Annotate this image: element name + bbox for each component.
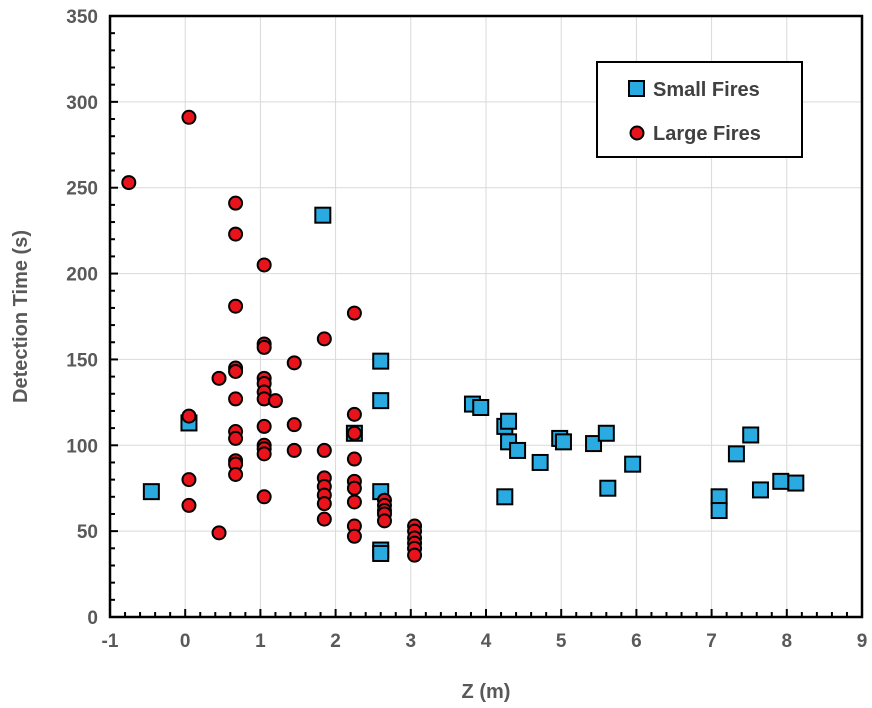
small-fire-point	[142, 483, 160, 501]
x-axis-title: Z (m)	[462, 681, 511, 703]
large-fire-point	[256, 257, 272, 273]
x-tick-label: 0	[180, 631, 191, 652]
x-tick-label: 7	[706, 631, 717, 652]
y-tick-label: 150	[66, 350, 98, 371]
large-fire-point	[256, 489, 272, 505]
large-fire-point	[181, 109, 197, 125]
large-fire-point	[228, 298, 244, 314]
large-fire-point	[211, 525, 227, 541]
large-fire-point	[376, 513, 392, 529]
y-axis-tick-labels: 0 50 100 150 200 250 300 350	[66, 7, 98, 629]
large-fire-point	[256, 446, 272, 462]
large-fire-point	[346, 494, 362, 510]
small-fire-point	[554, 433, 572, 451]
legend: Small Fires Large Fires	[596, 61, 803, 158]
legend-small-fires-label: Small Fires	[653, 79, 760, 101]
x-tick-label: -1	[102, 631, 119, 652]
y-tick-label: 250	[66, 179, 98, 200]
small-fire-point	[751, 481, 769, 499]
small-fire-point	[727, 445, 745, 463]
small-fire-point	[742, 426, 760, 444]
large-fire-point	[316, 511, 332, 527]
large-fire-point	[346, 406, 362, 422]
x-tick-label: 6	[631, 631, 642, 652]
small-fire-point	[597, 424, 615, 442]
large-fire-point	[181, 497, 197, 513]
y-tick-label: 100	[66, 436, 98, 457]
large-fire-point	[181, 408, 197, 424]
y-tick-label: 350	[66, 7, 98, 28]
large-fire-point	[228, 391, 244, 407]
large-fire-point	[211, 370, 227, 386]
x-tick-label: 9	[857, 631, 868, 652]
large-fire-point	[228, 363, 244, 379]
small-fire-point	[372, 392, 390, 410]
x-tick-label: 5	[556, 631, 567, 652]
large-fire-point	[346, 425, 362, 441]
small-fire-point	[585, 435, 603, 453]
large-fire-point	[256, 339, 272, 355]
large-fire-point	[256, 418, 272, 434]
legend-small-fires-marker	[628, 80, 645, 97]
large-fire-point	[121, 175, 137, 191]
large-fire-point	[228, 466, 244, 482]
x-tick-label: 2	[330, 631, 341, 652]
x-tick-label: 4	[481, 631, 492, 652]
small-fire-point	[624, 455, 642, 473]
large-fire-point	[228, 226, 244, 242]
legend-large-fires-marker	[629, 125, 645, 141]
small-fire-point	[787, 474, 805, 492]
large-fire-point	[346, 451, 362, 467]
small-fire-point	[496, 488, 514, 506]
small-fire-point	[314, 206, 332, 224]
small-fire-point	[710, 502, 728, 520]
legend-box	[596, 61, 803, 158]
small-fire-point	[372, 544, 390, 562]
small-fire-point	[599, 479, 617, 497]
large-fire-point	[286, 417, 302, 433]
large-fire-point	[316, 331, 332, 347]
large-fire-point	[346, 305, 362, 321]
small-fire-point	[772, 472, 790, 490]
y-axis-title: Detection Time (s)	[10, 230, 32, 403]
y-tick-label: 300	[66, 93, 98, 114]
large-fire-point	[181, 472, 197, 488]
large-fire-point	[407, 547, 423, 563]
y-tick-label: 200	[66, 265, 98, 286]
series-small-fires	[142, 206, 805, 562]
small-fire-point	[372, 352, 390, 370]
y-tick-label: 0	[87, 608, 98, 629]
x-tick-label: 8	[782, 631, 793, 652]
small-fire-point	[500, 412, 518, 430]
large-fire-point	[286, 355, 302, 371]
large-fire-point	[228, 430, 244, 446]
large-fire-point	[316, 442, 332, 458]
small-fire-point	[509, 441, 527, 459]
x-tick-label: 3	[406, 631, 417, 652]
x-tick-label: 1	[255, 631, 266, 652]
series-large-fires	[121, 109, 423, 563]
x-axis-tick-labels: -1 0 1 2 3 4 5 6 7 8 9	[102, 631, 868, 652]
large-fire-point	[286, 442, 302, 458]
large-fire-point	[346, 480, 362, 496]
large-fire-point	[346, 528, 362, 544]
y-tick-label: 50	[77, 522, 98, 543]
legend-large-fires-label: Large Fires	[653, 123, 761, 145]
small-fire-point	[531, 453, 549, 471]
large-fire-point	[267, 393, 283, 409]
large-fire-point	[228, 195, 244, 211]
large-fire-point	[316, 496, 332, 512]
axis-ticks	[109, 15, 863, 618]
small-fire-point	[472, 399, 490, 417]
